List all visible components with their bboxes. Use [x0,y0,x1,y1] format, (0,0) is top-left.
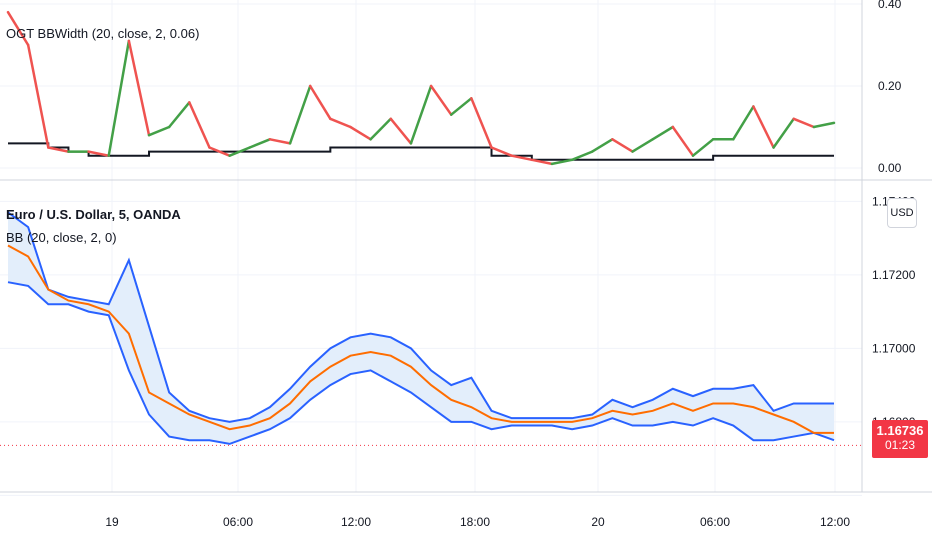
currency-button[interactable]: USD [887,198,917,228]
lower-band-line [7,281,835,445]
time-axis-label: 12:00 [820,515,850,529]
bbwidth-segment [530,158,554,166]
bbwidth-pane [6,10,836,166]
bbwidth-segment [6,10,30,47]
bbwidth-segment [127,39,151,137]
bbwidth-segment [550,158,574,166]
bbwidth-indicator-label[interactable]: OGT BBWidth (20, close, 2, 0.06) [6,26,200,41]
bbwidth-segment [732,105,755,141]
lower-y-tick: 1.17000 [872,341,916,355]
bbwidth-segment [389,117,413,145]
time-axis-label: 18:00 [460,515,490,529]
bbwidth-segment [812,121,836,129]
bollinger-pane [0,211,862,446]
time-axis-label: 06:00 [223,515,253,529]
bb-indicator-label[interactable]: BB (20, close, 2, 0) [6,230,117,245]
basis-line [7,244,834,434]
upper-y-tick: 0.20 [878,79,902,93]
bbwidth-segment [651,125,675,141]
upper-y-tick: 0.00 [878,161,902,175]
bbwidth-segment [691,138,715,157]
bbwidth-segment [510,154,534,162]
bbwidth-segment [590,138,614,153]
bbwidth-segment [570,150,594,162]
bbwidth-segment [288,84,312,145]
bbwidth-segment [308,84,332,121]
symbol-label[interactable]: Euro / U.S. Dollar, 5, OANDA [6,207,181,222]
bbwidth-segment [752,105,775,149]
bbwidth-segment [772,117,795,149]
upper-band-line [7,211,834,423]
last-price: 1.16736 [876,423,924,438]
bbwidth-segment [147,125,171,137]
bbwidth-segment [47,146,70,153]
band-fill [8,212,834,444]
bar-countdown: 01:23 [884,438,916,452]
bbwidth-segment [188,101,211,149]
axes: 0.400.200.001.174001.172001.170001.16800… [0,0,932,529]
bbwidth-segment [470,97,493,149]
time-axis-label: 19 [105,515,119,529]
bbwidth-segment [228,146,252,157]
time-axis-label: 12:00 [341,515,371,529]
time-axis-label: 20 [591,515,605,529]
bbwidth-segment [409,84,433,145]
bbwidth-segment [329,117,352,129]
bbwidth-segment [449,97,473,116]
bbwidth-segment [349,125,372,141]
last-price-tag: 1.16736 01:23 [872,420,928,458]
bbwidth-segment [369,117,393,141]
bbwidth-segment [107,39,131,157]
bbwidth-segment [631,138,654,153]
bbwidth-segment [671,125,695,157]
bbwidth-segment [26,43,50,149]
lower-y-tick: 1.17200 [872,268,916,282]
bbwidth-segment [248,138,272,149]
bbwidth-segment [167,101,191,129]
bbwidth-segment [490,146,513,157]
bbwidth-segment [87,150,110,157]
bbwidth-segment [611,138,634,153]
grid-lines [0,0,862,496]
bbwidth-segment [429,84,453,116]
bbwidth-segment [792,117,816,129]
upper-y-tick: 0.40 [878,0,902,11]
threshold-line [8,142,834,161]
bbwidth-segment [208,146,231,157]
time-axis-label: 06:00 [700,515,730,529]
bbwidth-segment [268,138,292,145]
